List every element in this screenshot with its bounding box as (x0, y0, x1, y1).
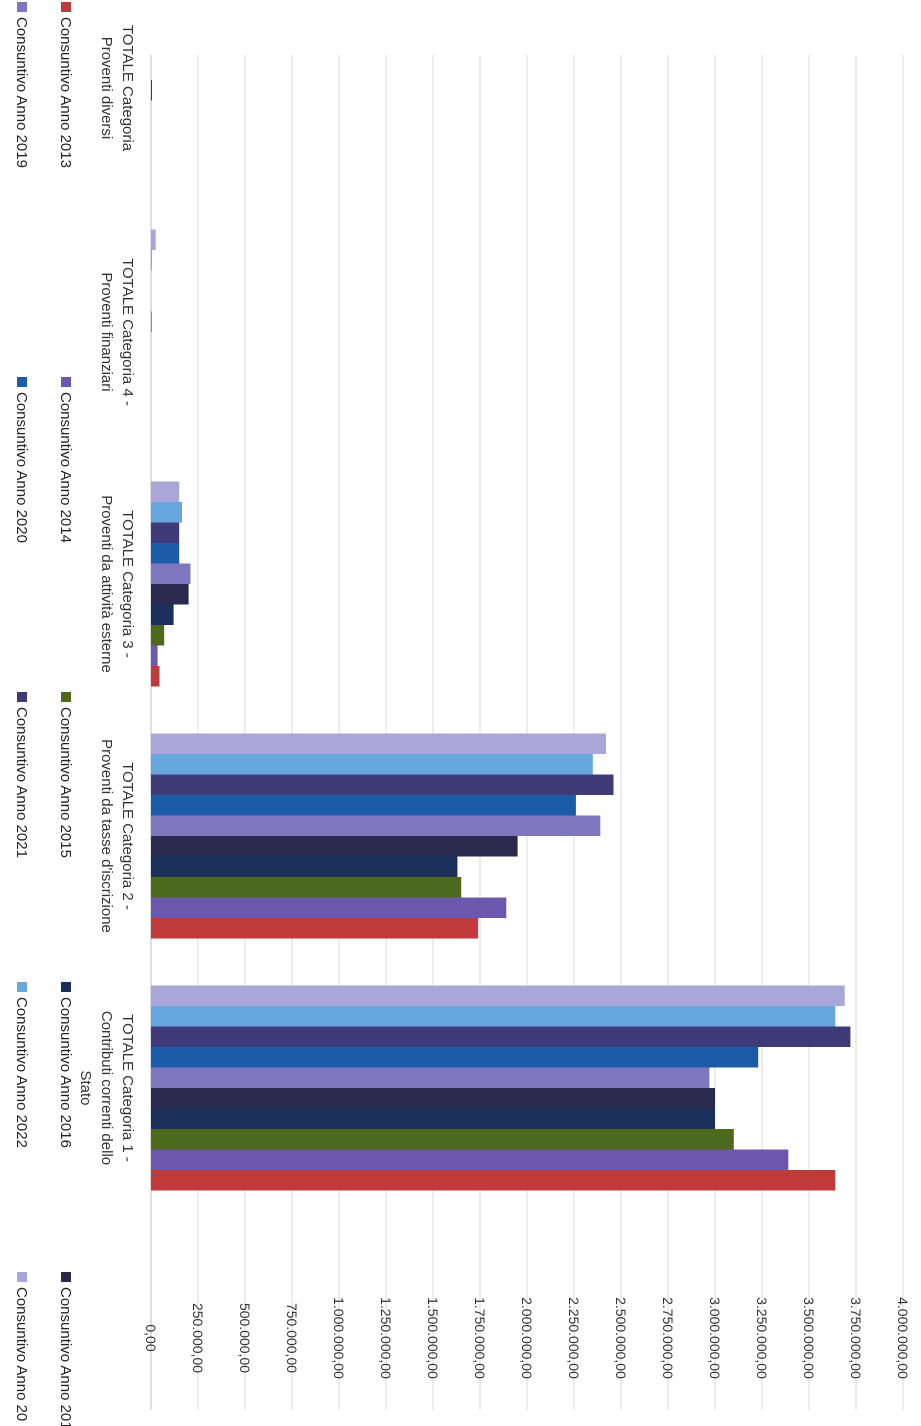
plot-area (150, 55, 904, 1410)
bar (151, 877, 462, 898)
bar (151, 481, 180, 502)
bar (151, 502, 182, 523)
value-tick-label: 1.000.000,00 (331, 1297, 347, 1379)
category-label-line: Proventi da attività esterne (98, 495, 115, 673)
category-label-line: TOTALE Categoria (119, 25, 136, 152)
bar (151, 625, 165, 646)
category-axis-labels: TOTALE Categoria 1 -Contributi correnti … (77, 25, 136, 1165)
legend-swatch (17, 692, 27, 702)
bar (151, 733, 606, 754)
category-label: TOTALE Categoria 3 -Proventi da attività… (98, 495, 136, 673)
bar (150, 1026, 851, 1047)
bar (150, 584, 189, 605)
bar (151, 1006, 836, 1027)
value-tick-label: 2.750.000,00 (660, 1297, 676, 1379)
value-tick-label: 3.500.000,00 (801, 1297, 817, 1379)
bar (151, 918, 479, 939)
category-label-line: TOTALE Categoria 2 - (119, 762, 136, 910)
category-label: TOTALE Categoria 4 -Proventi finanziari (98, 258, 136, 406)
legend-swatch (61, 377, 71, 387)
bar (151, 795, 576, 816)
value-tick-label: 4.000.000,00 (895, 1297, 911, 1379)
value-tick-label: 500.000,00 (237, 1303, 253, 1373)
legend-swatch (61, 2, 71, 12)
legend-swatch (17, 2, 27, 12)
bar (151, 1108, 715, 1129)
bar (151, 250, 152, 271)
category-label-line: Proventi finanziari (98, 272, 115, 391)
value-tick-label: 2.250.000,00 (566, 1297, 582, 1379)
bar (150, 1047, 759, 1068)
legend-swatch (17, 982, 27, 992)
legend-label: Consuntivo Anno 2015 (57, 707, 74, 858)
legend-swatch (61, 1272, 71, 1282)
category-label-line: Contributi correnti dello (98, 1011, 115, 1165)
legend: Consuntivo Anno 2013 Consuntivo Anno 2014… (13, 2, 74, 1426)
legend-label: Consuntivo Anno 2019 (13, 17, 30, 168)
value-tick-label: 1.500.000,00 (425, 1297, 441, 1379)
value-tick-label: 1.250.000,00 (378, 1297, 394, 1379)
bar (151, 543, 180, 564)
bar (150, 604, 174, 625)
value-tick-label: 1.750.000,00 (472, 1297, 488, 1379)
legend-label: Consuntivo Anno 2022 (13, 997, 30, 1148)
legend-label: Consuntivo Anno 2013 (57, 17, 74, 168)
bar (151, 563, 191, 584)
legend-label: Consuntivo Anno 2014 (57, 392, 74, 543)
legend-label: Consuntivo Anno 2020 (13, 392, 30, 543)
value-tick-label: 0,00 (143, 1324, 159, 1351)
legend-swatch (17, 377, 27, 387)
bar (151, 836, 518, 857)
bar (151, 1170, 836, 1191)
legend-label: Consuntivo Anno 20 (13, 1287, 30, 1421)
value-axis-labels: 0,00 250.000,00 500.000,00 750.000,00 1.000.… (143, 1297, 911, 1379)
category-label-line: Proventi da tasse d'iscrizione (98, 739, 115, 933)
category-label-line: TOTALE Categoria 3 - (119, 510, 136, 658)
legend-swatch (61, 692, 71, 702)
bar (151, 1129, 734, 1150)
category-label-line: Proventi diversi (98, 37, 115, 140)
bar (151, 754, 593, 775)
legend-swatch (61, 982, 71, 992)
bar (151, 897, 507, 918)
legend-swatch (17, 1272, 27, 1282)
category-label: TOTALE Categoria 2 -Proventi da tasse d'… (98, 739, 136, 933)
legend-label: Consuntivo Anno 2021 (13, 707, 30, 858)
bar (151, 311, 152, 332)
legend-label: Consuntivo Anno 201 (57, 1287, 74, 1426)
bar (151, 815, 601, 836)
value-tick-label: 3.750.000,00 (848, 1297, 864, 1379)
bar (151, 522, 180, 543)
value-tick-label: 750.000,00 (284, 1303, 300, 1373)
bar (151, 229, 156, 250)
category-label-line: TOTALE Categoria 4 - (119, 258, 136, 406)
bar (151, 1149, 789, 1170)
bar (151, 666, 160, 687)
category-label: TOTALE CategoriaProventi diversi (98, 25, 136, 152)
bar (150, 645, 158, 666)
category-label-line: TOTALE Categoria 1 - (119, 1014, 136, 1162)
bar (151, 774, 614, 795)
category-label-line: Stato (77, 1070, 94, 1105)
bar (151, 856, 458, 877)
value-tick-label: 250.000,00 (190, 1303, 206, 1373)
value-tick-label: 3.250.000,00 (754, 1297, 770, 1379)
category-label: TOTALE Categoria 1 -Contributi correnti … (77, 1011, 136, 1165)
bar (151, 1088, 715, 1109)
bar (150, 1067, 710, 1088)
value-tick-label: 2.500.000,00 (613, 1297, 629, 1379)
legend-label: Consuntivo Anno 2016 (57, 997, 74, 1148)
bar (151, 80, 152, 101)
value-tick-label: 3.000.000,00 (707, 1297, 723, 1379)
value-tick-label: 2.000.000,00 (519, 1297, 535, 1379)
bar (150, 985, 845, 1006)
